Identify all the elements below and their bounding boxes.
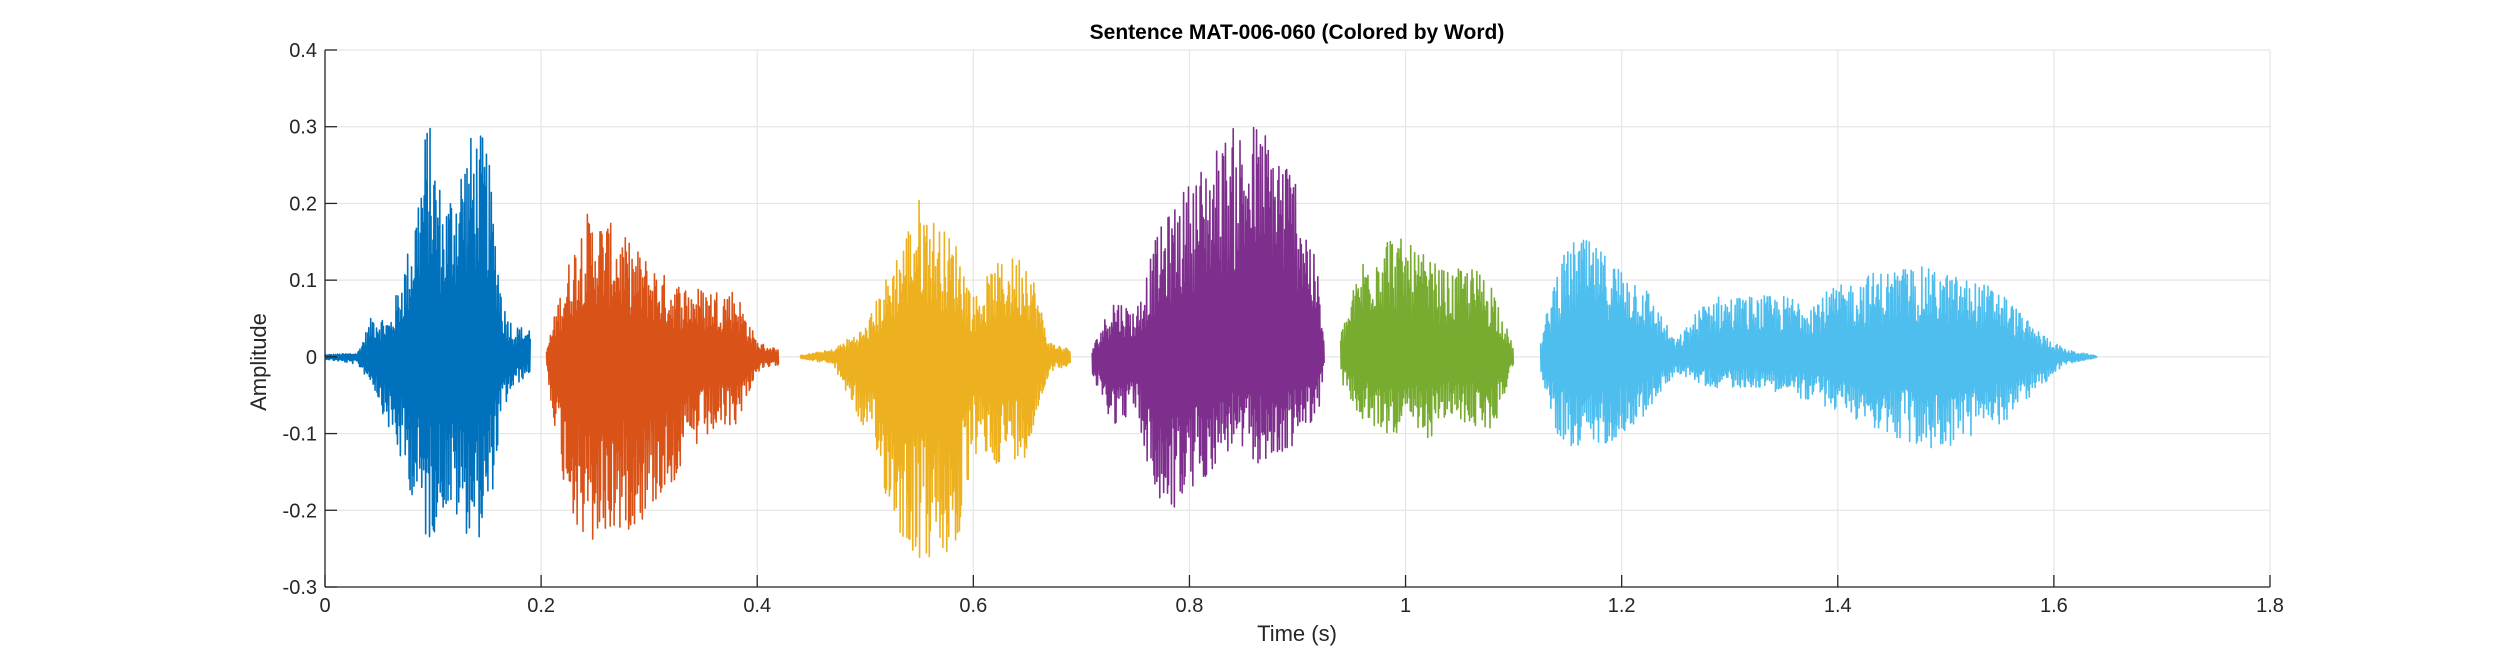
axes: 0 0.2 0.4 0.6 0.8 1 1.2 1.4 1.6 1.8 -0.3 -0.2 -0.1 0 0… <box>283 40 2284 617</box>
y-tick-label: 0.1 <box>289 270 317 292</box>
waveform-series-5 <box>1339 238 1515 439</box>
y-tick-label: 0.2 <box>289 193 317 215</box>
y-tick-label: 0.3 <box>289 117 317 139</box>
y-axis-label: Amplitude <box>246 313 271 411</box>
y-tick-label: -0.3 <box>283 577 317 599</box>
x-tick-label: 1.6 <box>2040 595 2068 617</box>
x-tick-label: 1.8 <box>2256 595 2284 617</box>
waveform-series-6 <box>1539 239 2098 449</box>
x-tick-label: 1 <box>1400 595 1411 617</box>
waveform-series-2 <box>545 213 780 540</box>
x-tick-label: 0.2 <box>527 595 555 617</box>
waveform-series-3 <box>799 199 1072 559</box>
x-axis-label: Time (s) <box>1257 621 1337 646</box>
x-tick-label: 0.4 <box>743 595 771 617</box>
y-tick-label: -0.1 <box>283 424 317 446</box>
x-tick-label: 1.2 <box>1608 595 1636 617</box>
y-tick-label: 0 <box>306 347 317 369</box>
waveform-series-1 <box>324 127 531 538</box>
x-tick-label: 0.6 <box>959 595 987 617</box>
chart-title: Sentence MAT-006-060 (Colored by Word) <box>1090 21 1505 44</box>
x-tick-label: 1.4 <box>1824 595 1852 617</box>
x-tick-label: 0.8 <box>1176 595 1204 617</box>
y-tick-label: -0.2 <box>283 500 317 522</box>
y-tick-label: 0.4 <box>289 40 317 62</box>
x-tick-label: 0 <box>319 595 330 617</box>
waveform-series-4 <box>1091 126 1325 508</box>
waveform-plot <box>324 126 2098 559</box>
